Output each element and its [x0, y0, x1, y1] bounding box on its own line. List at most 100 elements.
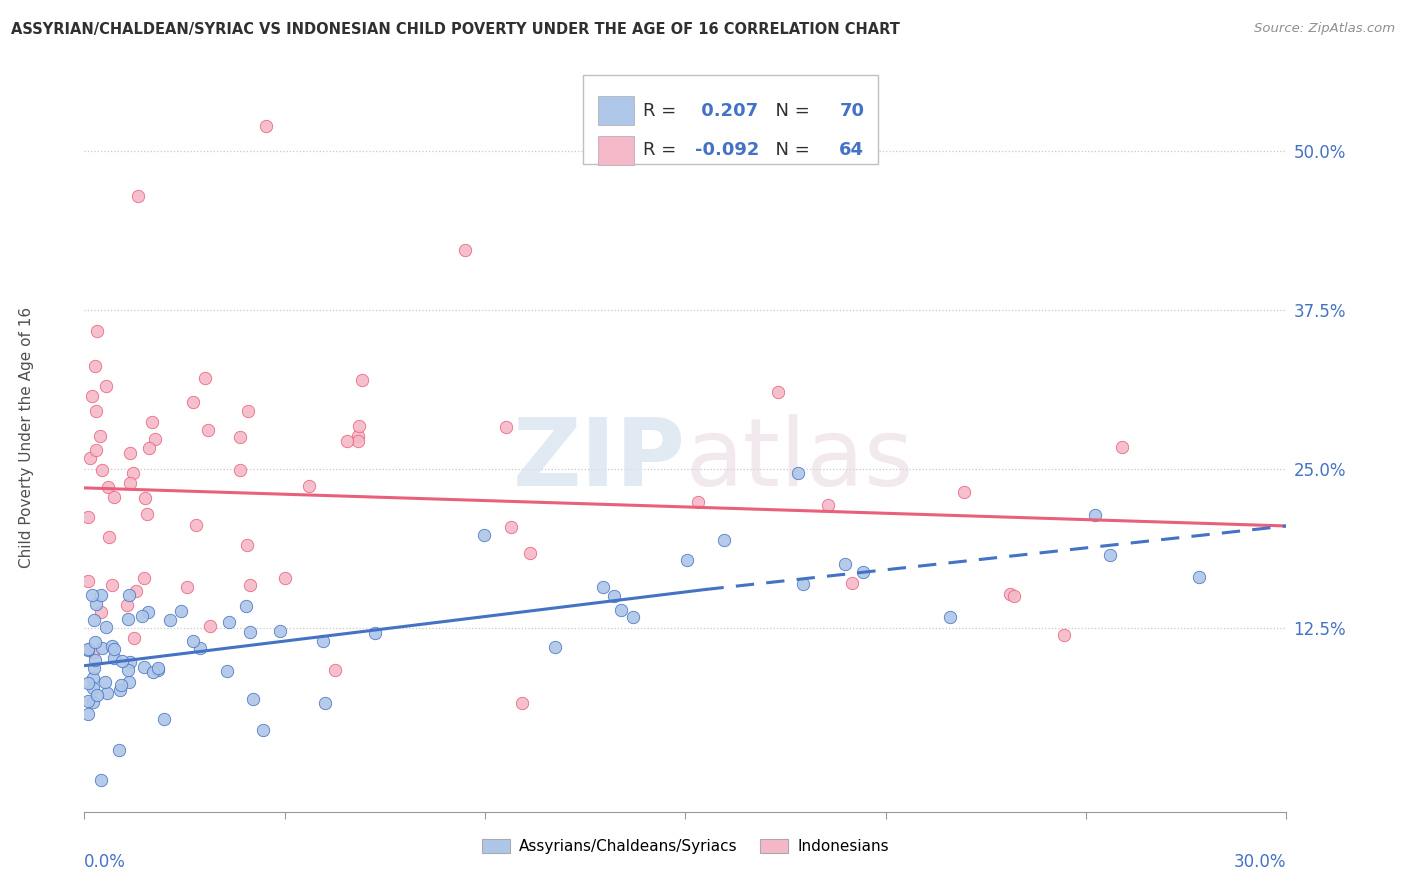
Point [108, 683, 131, 698]
Point [103, 490, 125, 504]
Point [80, 588, 103, 602]
Point [1111, 441, 1133, 455]
Point [217, 665, 239, 679]
Point [274, 571, 297, 585]
Point [239, 577, 262, 591]
Point [77, 574, 100, 588]
Point [135, 507, 157, 521]
Point [686, 495, 709, 509]
Point [181, 634, 204, 648]
Point [254, 119, 277, 133]
Point [82, 645, 104, 659]
Point [350, 373, 373, 387]
Point [238, 404, 260, 418]
Point [676, 553, 699, 567]
Point [84, 404, 107, 418]
Point [117, 612, 139, 626]
Point [817, 498, 839, 512]
Text: 0.0%: 0.0% [84, 853, 127, 871]
Point [83, 634, 105, 648]
Point [499, 520, 522, 534]
Point [110, 678, 132, 692]
Point [349, 419, 371, 434]
Point [834, 557, 856, 571]
Point [77, 509, 100, 524]
Point [136, 606, 159, 620]
Point [713, 533, 735, 548]
Point [117, 598, 139, 612]
Point [86, 689, 108, 703]
Point [83, 613, 105, 627]
Point [97, 480, 120, 494]
Point [77, 643, 100, 657]
Point [122, 631, 145, 645]
Point [79, 451, 101, 466]
FancyBboxPatch shape [583, 75, 877, 163]
Point [1053, 628, 1076, 642]
Point [132, 660, 155, 674]
Point [118, 588, 141, 602]
Point [218, 615, 240, 629]
Point [103, 651, 125, 665]
Legend: Assyrians/Chaldeans/Syriacs, Indonesians: Assyrians/Chaldeans/Syriacs, Indonesians [477, 832, 894, 860]
Point [84, 653, 107, 667]
Point [239, 624, 262, 639]
Point [120, 445, 142, 459]
Text: -0.092: -0.092 [695, 141, 759, 160]
Point [138, 442, 160, 456]
Point [141, 416, 163, 430]
Point [90, 588, 112, 602]
Point [200, 619, 222, 633]
Point [312, 634, 335, 648]
Text: 64: 64 [839, 141, 865, 160]
Point [347, 429, 370, 443]
Point [298, 479, 321, 493]
Point [86, 324, 108, 338]
Point [1084, 508, 1107, 522]
Point [235, 538, 257, 552]
Point [122, 466, 145, 480]
Point [792, 576, 814, 591]
Point [998, 587, 1021, 601]
Point [143, 432, 166, 446]
Point [84, 597, 107, 611]
Point [77, 675, 100, 690]
Point [117, 674, 139, 689]
Point [194, 371, 217, 385]
Point [346, 434, 368, 448]
Point [229, 430, 252, 444]
Point [335, 434, 357, 448]
Text: N =: N = [763, 102, 815, 120]
Point [108, 743, 131, 757]
Point [235, 599, 257, 614]
Point [131, 608, 153, 623]
Point [939, 610, 962, 624]
Point [786, 467, 808, 481]
Text: Source: ZipAtlas.com: Source: ZipAtlas.com [1254, 22, 1395, 36]
Text: ZIP: ZIP [513, 414, 686, 506]
Point [186, 518, 208, 533]
Point [323, 663, 346, 677]
Point [519, 546, 541, 560]
Point [148, 664, 170, 678]
Point [80, 389, 103, 403]
Text: N =: N = [763, 141, 815, 160]
Point [125, 583, 148, 598]
Point [98, 530, 121, 544]
Point [197, 423, 219, 437]
Point [90, 772, 112, 787]
Point [1188, 569, 1211, 583]
Point [181, 395, 204, 409]
Point [229, 463, 252, 477]
Point [176, 580, 198, 594]
Point [242, 692, 264, 706]
Point [1099, 548, 1122, 562]
Point [188, 640, 211, 655]
Point [495, 420, 517, 434]
Point [592, 581, 614, 595]
Point [77, 694, 100, 708]
Point [1002, 589, 1025, 603]
Point [84, 442, 107, 457]
Point [768, 385, 790, 400]
Point [603, 590, 626, 604]
